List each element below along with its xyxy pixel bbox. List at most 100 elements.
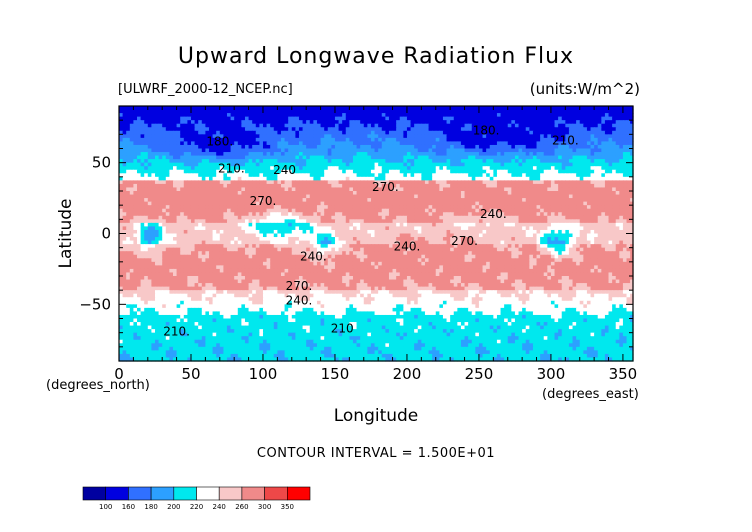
contour-cell: [248, 219, 253, 224]
contour-cell: [129, 141, 134, 146]
contour-cell: [219, 219, 224, 224]
contour-cell: [201, 222, 206, 228]
contour-cell: [414, 226, 419, 231]
contour-cell: [464, 106, 469, 111]
contour-cell: [561, 166, 566, 171]
contour-cell: [140, 120, 145, 125]
contour-cell: [208, 205, 214, 210]
contour-cell: [270, 144, 275, 150]
contour-cell: [262, 219, 268, 224]
contour-cell: [417, 215, 422, 220]
contour-cell: [442, 222, 448, 228]
contour-cell: [230, 176, 235, 181]
contour-cell: [496, 173, 502, 178]
contour-cell: [439, 187, 444, 192]
contour-cell: [568, 159, 574, 164]
contour-cell: [187, 222, 192, 228]
contour-cell: [187, 137, 192, 143]
contour-cell: [496, 109, 502, 114]
contour-cell: [378, 194, 383, 199]
contour-cell: [590, 137, 595, 143]
contour-cell: [619, 201, 624, 206]
contour-cell: [309, 137, 314, 143]
contour-cell: [558, 191, 563, 196]
contour-cell: [417, 120, 422, 125]
contour-cell: [612, 180, 617, 185]
contour-cell: [432, 215, 437, 220]
contour-cell: [172, 148, 178, 153]
contour-cell: [129, 173, 134, 178]
contour-cell: [432, 109, 437, 114]
contour-cell: [392, 152, 397, 157]
contour-cell: [223, 222, 228, 228]
contour-cell: [529, 116, 534, 121]
contour-cell: [180, 176, 185, 181]
contour-cell: [316, 187, 322, 192]
contour-cell: [370, 176, 376, 181]
contour-cell: [226, 159, 232, 164]
contour-cell: [374, 113, 379, 118]
contour-cell: [327, 134, 332, 139]
contour-cell: [612, 109, 617, 114]
contour-cell: [136, 134, 142, 139]
contour-cell: [270, 169, 275, 174]
contour-cell: [230, 212, 235, 217]
contour-cell: [198, 205, 203, 210]
contour-cell: [410, 169, 415, 174]
contour-cell: [403, 148, 408, 153]
contour-cell: [223, 201, 228, 206]
contour-cell: [169, 141, 174, 146]
contour-cell: [424, 201, 430, 206]
contour-cell: [187, 106, 192, 111]
contour-cell: [586, 109, 592, 114]
contour-cell: [334, 222, 340, 228]
contour-cell: [532, 113, 538, 118]
contour-cell: [280, 191, 286, 196]
contour-cell: [129, 155, 134, 160]
contour-cell: [255, 173, 260, 178]
contour-cell: [565, 148, 570, 153]
contour-cell: [417, 109, 422, 114]
contour-cell: [151, 162, 156, 167]
contour-cell: [363, 215, 368, 220]
contour-cell: [345, 159, 350, 164]
contour-cell: [180, 222, 185, 228]
contour-cell: [248, 152, 253, 157]
contour-cell: [270, 219, 275, 224]
contour-cell: [169, 205, 174, 210]
contour-cell: [619, 159, 624, 164]
contour-cell: [306, 106, 311, 111]
contour-cell: [622, 109, 628, 114]
contour-cell: [334, 148, 340, 153]
contour-cell: [428, 148, 433, 153]
contour-cell: [471, 141, 476, 146]
contour-cell: [471, 123, 476, 128]
contour-cell: [435, 159, 440, 164]
contour-cell: [453, 187, 458, 192]
contour-cell: [334, 212, 340, 217]
contour-cell: [280, 134, 286, 139]
contour-cell: [237, 134, 242, 139]
contour-cell: [540, 205, 545, 210]
contour-cell: [615, 144, 620, 150]
contour-cell: [327, 222, 332, 228]
contour-cell: [266, 116, 271, 121]
contour-cell: [446, 180, 451, 185]
contour-cell: [374, 127, 379, 132]
contour-cell: [338, 106, 343, 111]
contour-cell: [568, 152, 574, 157]
contour-cell: [345, 187, 350, 192]
contour-cell: [511, 159, 516, 164]
contour-cell: [406, 152, 412, 157]
contour-cell: [327, 162, 332, 167]
contour-cell: [489, 183, 494, 189]
contour-cell: [615, 169, 620, 174]
contour-cell: [147, 120, 152, 125]
contour-cell: [540, 162, 545, 167]
contour-cell: [388, 109, 394, 114]
contour-cell: [219, 123, 224, 128]
contour-cell: [565, 191, 570, 196]
contour-cell: [266, 191, 271, 196]
contour-cell: [626, 201, 631, 206]
contour-cell: [453, 208, 458, 213]
